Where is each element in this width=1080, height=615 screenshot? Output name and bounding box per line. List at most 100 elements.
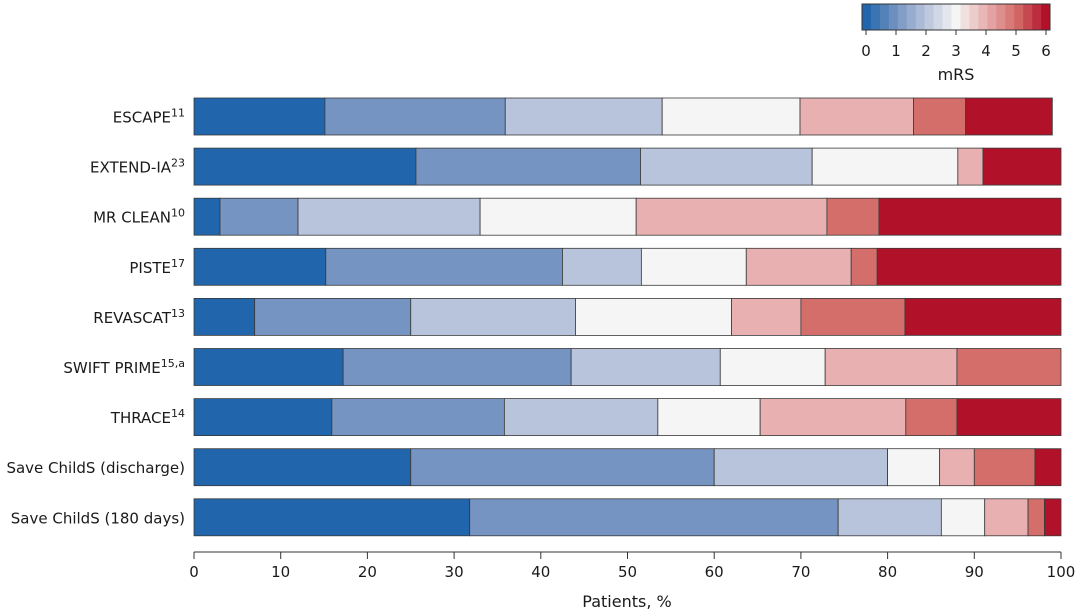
y-tick-label: ESCAPE11 [113,107,185,127]
y-tick-label-superscript: 14 [171,407,185,420]
x-tick-label: 80 [878,563,897,581]
colorbar-tick-label: 6 [1041,42,1051,60]
y-tick-label: Save ChildS (180 days) [11,509,185,527]
bar-segment-save-childs-discharge--mrs0 [193,448,412,487]
x-tick-label: 10 [271,563,290,581]
bar-segment-revascat-mrs6 [904,297,1062,336]
bar-segment-revascat-mrs5 [800,297,906,336]
bar-segment-save-childs-discharge--mrs5 [973,448,1036,487]
bar-segment-save-childs-180-days--mrs2 [837,498,942,537]
bar-segment-escape-mrs4 [799,97,915,136]
bar-segment-piste-mrs6 [876,247,1062,286]
colorbar-band [933,4,943,30]
bar-segment-escape-mrs5 [913,97,967,136]
colorbar-band [1041,4,1051,30]
y-tick-label-superscript: 13 [171,307,185,320]
bar-segment-extend-ia-mrs2 [640,147,813,186]
bar-segment-save-childs-discharge--mrs2 [713,448,889,487]
bar-segment-extend-ia-mrs4 [957,147,984,186]
bar-segment-mr-clean-mrs3 [479,197,637,236]
colorbar-band [996,4,1006,30]
y-tick-label-superscript: 17 [171,257,185,270]
bar-segment-save-childs-180-days--mrs6 [1044,498,1062,537]
bar-segment-mr-clean-mrs5 [826,197,880,236]
legend-title: mRS [938,65,975,84]
y-tick-label-name: Save ChildS (180 days) [11,509,185,527]
colorbar-tick-label: 0 [861,42,871,60]
y-tick-label-name: THRACE [110,409,171,427]
colorbar-band [906,4,917,30]
mrs-colorbar-legend: 0 1 2 3 4 5 6 [861,3,1051,60]
bar-segment-save-childs-180-days--mrs4 [984,498,1029,537]
colorbar-tick-label: 3 [951,42,961,60]
bar-segment-revascat-mrs3 [575,297,732,336]
bar-segment-escape-mrs6 [965,97,1053,136]
bar-segment-piste-mrs4 [745,247,852,286]
bar-segment-save-childs-discharge--mrs1 [410,448,715,487]
bar-segment-mr-clean-mrs4 [635,197,828,236]
bar-segment-swift-prime-mrs0 [193,348,344,386]
colorbar-tick-label: 2 [921,42,931,60]
colorbar-band [879,4,890,30]
y-tick-label-name: PISTE [129,259,171,277]
x-tick-label: 40 [531,563,550,581]
y-tick-label: REVASCAT13 [93,307,185,327]
colorbar-band [915,4,925,30]
colorbar-band [942,4,952,30]
bar-segment-save-childs-180-days--mrs3 [940,498,986,537]
bar-segment-thrace-mrs3 [657,398,761,437]
bar-segment-escape-mrs1 [324,97,506,136]
bar-segment-save-childs-discharge--mrs6 [1034,448,1062,487]
colorbar-band [1032,4,1042,30]
bar-segment-thrace-mrs6 [956,398,1062,437]
x-axis-title: Patients, % [582,592,671,611]
bar-segment-thrace-mrs2 [503,398,659,437]
bars-area [193,97,1062,537]
y-tick-label-name: ESCAPE [113,109,171,127]
bar-segment-piste-mrs2 [562,247,642,286]
colorbar-band [897,4,908,30]
bar-segment-thrace-mrs1 [331,398,505,437]
y-tick-label: PISTE17 [129,257,185,277]
bar-segment-swift-prime-mrs4 [824,348,958,386]
y-tick-label-name: Save ChildS (discharge) [6,459,185,477]
bar-segment-mr-clean-mrs2 [297,197,481,236]
bar-segment-piste-mrs3 [640,247,747,286]
bar-segment-save-childs-180-days--mrs1 [469,498,839,537]
colorbar-tick-label: 5 [1011,42,1021,60]
y-tick-label: SWIFT PRIME15,a [63,357,185,377]
bar-segment-escape-mrs3 [661,97,801,136]
bar-segment-thrace-mrs0 [193,398,333,437]
bar-segment-extend-ia-mrs6 [982,147,1062,186]
bar-segment-thrace-mrs4 [759,398,907,437]
bar-segment-save-childs-180-days--mrs5 [1027,498,1045,537]
bar-segment-save-childs-discharge--mrs3 [887,448,941,487]
bar-segment-mr-clean-mrs6 [878,197,1062,236]
y-tick-label-name: EXTEND-IA [90,159,172,177]
bar-segment-revascat-mrs4 [731,297,802,336]
x-tick-label: 30 [445,563,464,581]
bar-segment-piste-mrs1 [325,247,563,286]
bar-segment-piste-mrs0 [193,247,327,286]
colorbar-band [1014,4,1024,30]
y-tick-label-superscript: 23 [171,157,185,170]
y-tick-label: Save ChildS (discharge) [6,459,185,477]
y-tick-label: EXTEND-IA23 [90,157,185,177]
x-tick-label: 70 [791,563,810,581]
y-tick-label: THRACE14 [110,407,185,427]
colorbar-band [1005,4,1015,30]
bar-segment-piste-mrs5 [850,247,878,286]
bar-segment-swift-prime-mrs5 [956,348,1062,386]
colorbar-band [951,4,961,30]
y-tick-label-name: SWIFT PRIME [63,359,160,377]
bar-segment-extend-ia-mrs0 [193,147,417,186]
colorbar-band [987,4,997,30]
bar-segment-swift-prime-mrs1 [342,348,572,386]
colorbar-band [978,4,988,30]
x-tick-label: 0 [189,563,199,581]
y-axis-labels: ESCAPE11 EXTEND-IA23 MR CLEAN10 PISTE17 REVA… [6,107,185,528]
bar-segment-mr-clean-mrs0 [193,197,221,236]
y-tick-label-name: REVASCAT [93,309,172,327]
bar-segment-save-childs-180-days--mrs0 [193,498,471,537]
